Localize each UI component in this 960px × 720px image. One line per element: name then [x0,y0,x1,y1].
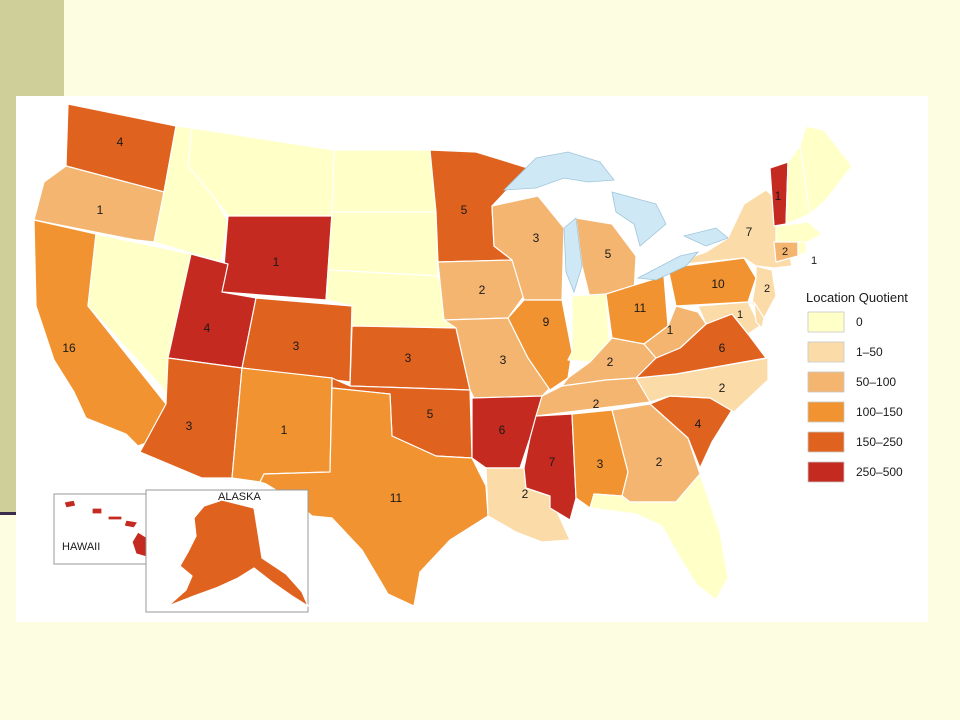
label-LA: 2 [522,487,529,501]
label-WA: 4 [117,135,124,149]
label-NJ: 2 [764,283,770,295]
legend-item-3: 100–150 [807,401,903,423]
legend-label-4: 150–250 [856,435,903,449]
legend-swatch-3 [807,401,845,423]
state-maryland [697,301,761,335]
state-delaware [753,301,765,329]
label-MS: 7 [549,455,556,469]
legend-swatch-0 [807,311,845,333]
label-KY: 2 [607,355,614,369]
state-west-virginia [643,305,707,359]
label-NY: 7 [746,225,753,239]
hawaii-island-molokai [107,515,123,521]
label-OH: 11 [634,301,647,315]
great-lakes [502,151,729,294]
state-florida [589,473,729,601]
state-texas [259,387,489,607]
label-OK: 5 [427,407,434,421]
state-alaska [167,499,309,607]
legend-label-2: 50–100 [856,375,896,389]
us-choropleth-map: 4 1 16 1 4 3 3 1 3 5 11 5 2 3 6 2 3 9 5 … [33,103,908,613]
label-VA: 6 [719,341,726,355]
slide-accent-line [0,512,18,515]
map-panel: 4 1 16 1 4 3 3 1 3 5 11 5 2 3 6 2 3 9 5 … [16,96,928,622]
alaska-label: ALASKA [218,491,261,503]
label-GA: 2 [656,455,663,469]
state-nevada [87,233,192,395]
hawaii-island-kauai [63,499,77,509]
hawaii-island-maui [123,519,139,529]
lake-superior [502,151,615,191]
legend-item-5: 250–500 [807,461,903,483]
label-OR: 1 [97,203,104,217]
label-CT: 2 [782,246,788,258]
legend-item-2: 50–100 [807,371,896,393]
label-NM: 1 [281,423,288,437]
label-MO: 3 [500,353,507,367]
state-iowa [437,259,525,321]
hawaii-inset: HAWAII [53,493,163,565]
legend-item-4: 150–250 [807,431,903,453]
label-AR: 6 [499,423,506,437]
legend-label-3: 100–150 [856,405,903,419]
legend-swatch-5 [807,461,845,483]
legend-item-0: 0 [807,311,863,333]
label-KS: 3 [405,351,412,365]
label-IL: 9 [543,315,550,329]
state-south-dakota [327,211,439,277]
label-NC: 2 [719,381,726,395]
legend: Location Quotient 0 1–50 50–100 100–150 … [806,290,908,483]
state-north-dakota [331,149,437,213]
legend-swatch-1 [807,341,845,363]
label-TN: 2 [593,397,600,411]
label-WI: 3 [533,231,540,245]
label-CO: 3 [293,339,300,353]
label-RI: 1 [811,255,817,267]
states-layer [33,103,853,607]
state-massachusetts [775,221,823,243]
label-TX: 11 [390,491,403,505]
state-maine [799,125,853,215]
label-MD: 1 [737,309,743,321]
label-PA: 10 [711,277,725,291]
alaska-inset: ALASKA [145,489,309,613]
label-UT: 4 [204,321,211,335]
lake-michigan [563,217,583,294]
label-VT: 1 [775,189,782,203]
hawaii-label: HAWAII [62,541,100,553]
legend-label-1: 1–50 [856,345,883,359]
legend-swatch-2 [807,371,845,393]
legend-label-5: 250–500 [856,465,903,479]
label-WV: 1 [667,323,674,337]
lake-huron [611,191,667,247]
label-MN: 5 [461,203,468,217]
label-AZ: 3 [186,419,193,433]
legend-swatch-4 [807,431,845,453]
label-WY: 1 [273,255,280,269]
legend-label-0: 0 [856,315,863,329]
legend-title: Location Quotient [806,290,908,305]
label-SC: 4 [695,417,702,431]
label-IA: 2 [479,283,486,297]
label-AL: 3 [597,457,604,471]
lake-ontario [682,227,729,247]
hawaii-island-oahu [91,507,103,515]
legend-item-1: 1–50 [807,341,883,363]
label-MI: 5 [605,247,612,261]
label-CA: 16 [62,341,76,355]
lake-erie [636,251,700,281]
state-illinois [507,299,573,391]
